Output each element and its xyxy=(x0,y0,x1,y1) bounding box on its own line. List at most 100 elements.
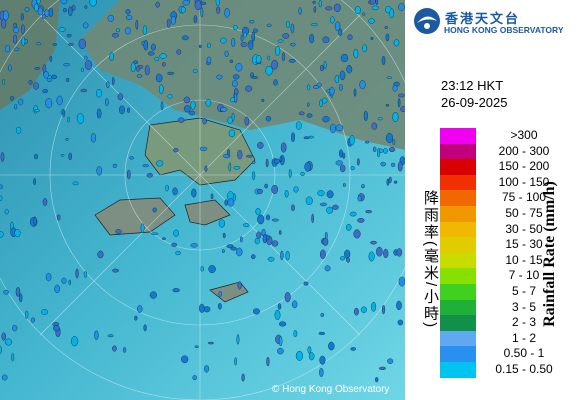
radar-echo xyxy=(137,305,143,313)
legend-swatch xyxy=(440,299,476,316)
radar-echo xyxy=(52,43,58,46)
radar-echo xyxy=(58,27,66,32)
radar-echo xyxy=(210,193,214,200)
radar-echo xyxy=(84,60,93,70)
radar-echo xyxy=(365,210,372,214)
radar-echo xyxy=(281,52,286,62)
radar-echo xyxy=(232,80,238,88)
radar-echo xyxy=(150,43,156,51)
radar-echo xyxy=(215,0,220,7)
legend-item: 2 - 3 xyxy=(440,315,570,331)
radar-echo xyxy=(60,0,68,5)
radar-echo xyxy=(226,244,234,249)
radar-echo xyxy=(262,234,267,244)
radar-echo xyxy=(325,6,333,11)
radar-echo xyxy=(231,37,236,47)
radar-echo xyxy=(34,67,41,70)
radar-echo xyxy=(106,81,110,89)
radar-echo xyxy=(180,6,186,14)
legend-label: 30 - 50 xyxy=(505,221,543,236)
radar-echo xyxy=(392,112,399,122)
radar-echo xyxy=(155,73,163,83)
radar-echo xyxy=(231,112,235,122)
radar-echo xyxy=(166,18,171,28)
radar-echo xyxy=(63,7,67,13)
radar-echo xyxy=(236,334,240,345)
radar-echo xyxy=(194,345,199,349)
radar-echo xyxy=(371,122,378,130)
radar-echo xyxy=(246,154,253,158)
radar-echo xyxy=(400,106,405,112)
radar-echo xyxy=(190,243,198,248)
radar-echo xyxy=(293,186,299,193)
radar-echo xyxy=(282,33,290,39)
radar-echo xyxy=(271,59,278,70)
radar-echo xyxy=(129,156,134,160)
logo xyxy=(414,8,440,34)
radar-echo xyxy=(388,176,392,184)
radar-echo xyxy=(124,27,131,35)
radar-echo xyxy=(142,164,149,168)
radar-echo xyxy=(126,15,133,21)
radar-echo xyxy=(71,4,76,11)
legend-swatch xyxy=(440,346,476,362)
radar-echo xyxy=(396,300,402,311)
radar-echo xyxy=(147,51,155,56)
radar-echo xyxy=(248,41,254,50)
radar-echo xyxy=(228,162,232,172)
radar-echo xyxy=(1,332,7,341)
radar-echo xyxy=(167,71,175,75)
radar-echo xyxy=(320,249,326,260)
radar-echo xyxy=(290,23,295,34)
radar-echo xyxy=(307,102,310,107)
radar-echo xyxy=(330,123,336,134)
radar-echo xyxy=(380,161,386,167)
radar-echo xyxy=(11,353,15,362)
radar-echo xyxy=(295,350,304,361)
legend-title-zh: 降雨率(毫米/小時) xyxy=(422,190,439,330)
radar-echo xyxy=(107,334,114,338)
legend-item: >300 xyxy=(440,128,570,144)
radar-echo xyxy=(240,34,244,42)
radar-echo xyxy=(370,36,374,41)
radar-echo xyxy=(31,317,35,323)
radar-echo xyxy=(96,89,103,98)
radar-echo xyxy=(322,237,329,246)
radar-echo xyxy=(68,6,73,17)
radar-echo xyxy=(227,148,230,156)
radar-echo xyxy=(304,162,311,172)
radar-echo xyxy=(218,291,222,297)
radar-echo xyxy=(392,85,398,92)
radar-echo xyxy=(362,12,366,16)
radar-echo xyxy=(322,116,330,123)
radar-echo xyxy=(119,105,125,115)
radar-echo xyxy=(385,33,390,42)
radar-echo xyxy=(293,330,298,338)
radar-echo xyxy=(188,110,196,116)
radar-echo xyxy=(329,86,335,96)
radar-echo xyxy=(383,147,388,154)
radar-echo xyxy=(305,196,313,205)
radar-echo xyxy=(0,152,5,163)
radar-echo xyxy=(33,216,37,226)
radar-echo xyxy=(181,355,189,364)
radar-echo xyxy=(397,319,404,326)
radar-echo xyxy=(279,321,287,327)
radar-echo xyxy=(391,162,396,167)
radar-echo xyxy=(203,306,211,313)
radar-echo xyxy=(349,135,355,146)
radar-echo xyxy=(339,256,346,261)
radar-echo xyxy=(66,33,72,38)
radar-echo xyxy=(329,16,335,24)
radar-echo xyxy=(319,99,323,108)
radar-echo xyxy=(370,240,377,245)
radar-echo xyxy=(386,132,393,144)
radar-echo xyxy=(144,65,150,76)
radar-echo xyxy=(312,0,316,4)
radar-echo xyxy=(353,48,359,59)
radar-echo xyxy=(232,74,240,80)
radar-echo xyxy=(396,248,403,257)
radar-echo xyxy=(199,1,207,6)
radar-echo xyxy=(386,178,390,186)
radar-echo xyxy=(143,40,149,51)
